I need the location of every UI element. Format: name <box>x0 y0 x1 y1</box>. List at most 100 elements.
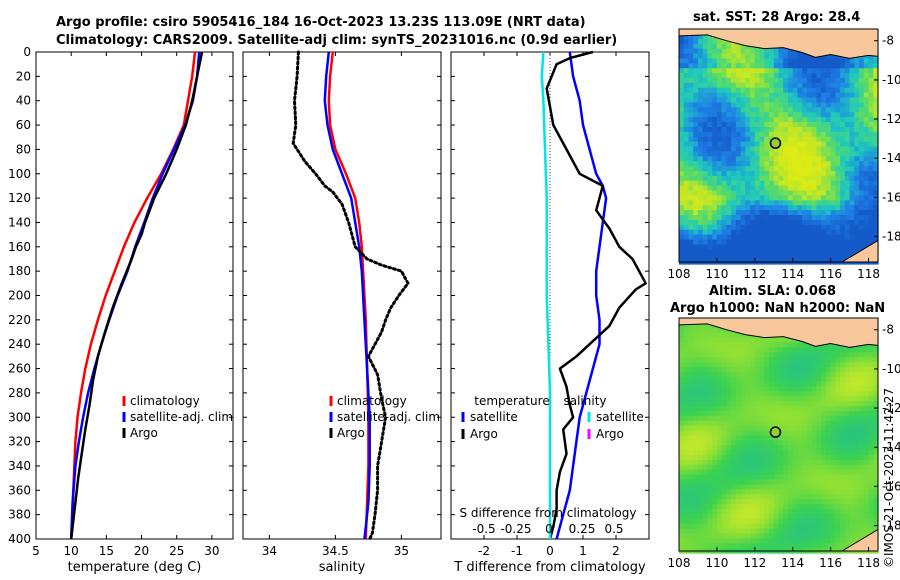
map-cell <box>731 381 737 388</box>
map-cell <box>707 484 713 490</box>
map-cell <box>693 460 699 466</box>
map-cell <box>797 440 803 446</box>
map-cell <box>859 122 865 128</box>
y-tick-label: 20 <box>16 69 31 83</box>
map-cell <box>721 406 727 412</box>
map-cell <box>844 254 851 260</box>
map-cell <box>863 63 870 69</box>
y-tick-label: -16 <box>882 479 900 493</box>
map-cell <box>726 460 732 466</box>
map-cell <box>745 357 751 363</box>
map-cell <box>849 136 855 143</box>
map-cell <box>840 411 846 417</box>
map-cell <box>721 499 727 505</box>
map-cell <box>745 425 751 432</box>
map-cell <box>792 205 798 211</box>
map-cell <box>759 464 765 471</box>
map-cell <box>797 161 803 167</box>
map-cell <box>716 254 723 260</box>
map-cell <box>764 175 770 182</box>
map-cell <box>707 499 713 505</box>
map-cell <box>816 430 822 437</box>
map-cell <box>778 386 784 392</box>
map-cell <box>792 156 798 162</box>
map-cell <box>835 73 841 79</box>
map-cell <box>788 117 794 123</box>
map-cell <box>735 450 742 456</box>
map-cell <box>783 229 789 236</box>
map-cell <box>773 53 780 59</box>
map-cell <box>735 440 742 446</box>
map-cell <box>683 161 689 167</box>
map-cell <box>769 445 775 451</box>
map-cell <box>868 396 874 402</box>
map-cell <box>792 136 798 143</box>
map-cell <box>859 357 865 363</box>
map-cell <box>849 538 855 544</box>
map-cell <box>721 494 727 500</box>
map-cell <box>788 195 794 201</box>
map-cell <box>698 200 704 206</box>
map-cell <box>825 136 832 143</box>
map-cell <box>830 533 836 539</box>
map-cell <box>769 523 775 530</box>
map-cell <box>750 205 756 211</box>
map-cell <box>783 415 789 422</box>
map-cell <box>783 396 789 402</box>
map-cell <box>707 391 713 397</box>
map-cell <box>792 494 798 500</box>
map-cell <box>693 63 699 69</box>
map-cell <box>859 499 865 505</box>
map-cell <box>863 97 870 103</box>
map-cell <box>778 381 784 388</box>
map-cell <box>693 126 699 133</box>
map-cell <box>683 352 689 358</box>
map-cell <box>788 440 794 446</box>
map-cell <box>849 141 855 148</box>
map-cell <box>792 357 798 363</box>
map-cell <box>825 180 832 187</box>
map-cell <box>683 362 689 368</box>
map-cell <box>764 126 770 133</box>
map-cell <box>735 68 742 74</box>
map-cell <box>778 244 784 250</box>
map-cell <box>806 474 813 481</box>
map-cell <box>731 455 737 461</box>
map-cell <box>873 219 879 226</box>
map-cell <box>698 136 704 143</box>
map-cell <box>792 450 798 456</box>
map-cell <box>788 357 794 363</box>
map-cell <box>764 190 770 196</box>
map-cell <box>849 234 855 241</box>
map-cell <box>731 347 737 353</box>
map-cell <box>830 450 836 456</box>
map-cell <box>873 175 879 182</box>
map-cell <box>778 430 784 437</box>
map-cell <box>863 469 870 476</box>
map-cell <box>802 92 808 99</box>
map-cell <box>859 406 865 412</box>
map-cell <box>778 513 784 520</box>
map-cell <box>797 180 803 187</box>
map-cell <box>854 102 860 108</box>
map-cell <box>769 102 775 108</box>
map-cell <box>778 420 784 427</box>
map-cell <box>849 474 855 481</box>
map-cell <box>825 117 832 123</box>
map-cell <box>688 175 694 182</box>
map-cell <box>693 92 699 99</box>
map-cell <box>811 371 817 378</box>
map-cell <box>754 347 761 353</box>
map-cell <box>693 440 699 446</box>
map-cell <box>712 523 718 530</box>
map-cell <box>698 420 704 427</box>
y-tick-label: 0 <box>23 45 31 59</box>
map-cell <box>759 435 765 441</box>
map-cell <box>821 77 827 84</box>
map-cell <box>721 464 727 471</box>
map-cell <box>764 337 770 344</box>
map-cell <box>825 464 832 471</box>
map-cell <box>764 362 770 368</box>
map-cell <box>797 479 803 485</box>
map-cell <box>797 518 803 525</box>
